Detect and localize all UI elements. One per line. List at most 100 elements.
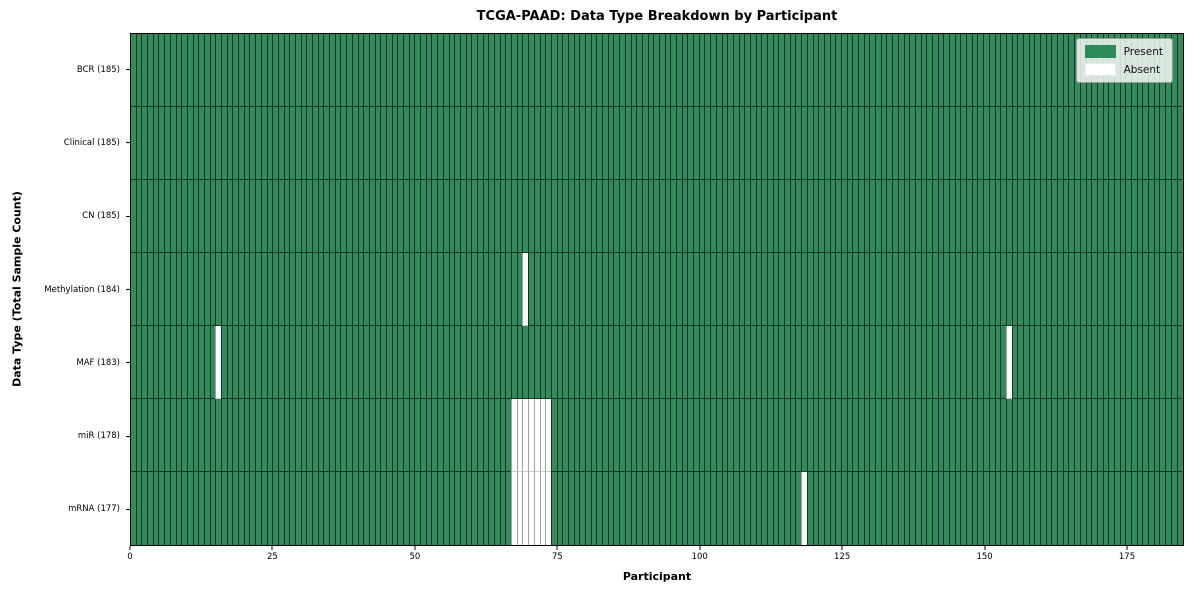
matrix-cell (732, 34, 739, 107)
matrix-cell (1108, 326, 1114, 399)
matrix-cell (909, 253, 915, 326)
matrix-cell (1131, 180, 1137, 253)
matrix-cell (1165, 472, 1171, 545)
matrix-cell (471, 472, 477, 545)
matrix-cell (499, 107, 506, 180)
matrix-cell (380, 399, 386, 472)
matrix-cell (971, 472, 978, 545)
matrix-cell (1045, 326, 1052, 399)
matrix-cell (846, 34, 853, 107)
matrix-cell (607, 399, 614, 472)
matrix-cell (1102, 399, 1109, 472)
matrix-cell (704, 472, 711, 545)
legend: Present Absent (1075, 38, 1173, 83)
matrix-cell (914, 253, 921, 326)
matrix-cell (221, 107, 227, 180)
matrix-cell (1091, 180, 1097, 253)
matrix-cell (346, 472, 352, 545)
matrix-cell (897, 472, 904, 545)
matrix-cell (476, 472, 483, 545)
matrix-cell (334, 34, 341, 107)
matrix-cell (329, 34, 335, 107)
matrix-cell (613, 472, 620, 545)
matrix-cell (351, 472, 358, 545)
matrix-cell (829, 399, 836, 472)
matrix-cell (1079, 472, 1086, 545)
matrix-cell (437, 326, 443, 399)
matrix-cell (1057, 472, 1063, 545)
matrix-cell (232, 399, 239, 472)
matrix-cell (351, 180, 358, 253)
matrix-cell (823, 107, 830, 180)
matrix-cell (846, 472, 853, 545)
matrix-cell (499, 326, 506, 399)
matrix-cell (852, 180, 858, 253)
matrix-cell (852, 34, 858, 107)
matrix-cell (840, 107, 847, 180)
matrix-cell (1136, 326, 1143, 399)
matrix-cell (374, 34, 381, 107)
matrix-cell (613, 253, 620, 326)
matrix-cell (886, 34, 893, 107)
matrix-cell (482, 253, 489, 326)
matrix-cell (1102, 253, 1109, 326)
matrix-cell (131, 180, 136, 253)
matrix-cell (863, 180, 870, 253)
matrix-cell (767, 472, 773, 545)
matrix-cell (294, 399, 301, 472)
matrix-cell (454, 253, 460, 326)
matrix-cell (403, 34, 409, 107)
matrix-cell (806, 107, 813, 180)
matrix-cell (152, 326, 159, 399)
matrix-cell (835, 253, 841, 326)
matrix-cell (516, 253, 523, 326)
matrix-cell (533, 472, 540, 545)
x-tick-label-75: 75 (551, 552, 563, 562)
matrix-cell (255, 180, 261, 253)
matrix-cell (164, 399, 170, 472)
matrix-cell (192, 107, 199, 180)
matrix-cell (1085, 107, 1092, 180)
matrix-cell (260, 180, 267, 253)
matrix-cell (1000, 253, 1006, 326)
matrix-cell (317, 326, 324, 399)
matrix-cell (630, 180, 637, 253)
matrix-cell (909, 472, 915, 545)
matrix-cell (653, 472, 659, 545)
matrix-cell (317, 107, 324, 180)
matrix-cell (988, 399, 995, 472)
x-axis-ticks: 0 25 50 75 100 125 150 175 (127, 546, 1184, 568)
matrix-cell (420, 253, 426, 326)
matrix-cell (1113, 253, 1120, 326)
matrix-cell (954, 180, 961, 253)
matrix-cell (312, 34, 318, 107)
matrix-cell (755, 34, 762, 107)
matrix-cell (494, 326, 500, 399)
matrix-cell (914, 34, 921, 107)
matrix-cell (647, 326, 654, 399)
matrix-cell (1005, 253, 1012, 326)
matrix-cell (403, 253, 409, 326)
matrix-cell (203, 472, 210, 545)
matrix-cell (994, 472, 1001, 545)
matrix-cell (312, 253, 318, 326)
matrix-cell (238, 472, 244, 545)
matrix-cell (784, 472, 790, 545)
matrix-cell (988, 34, 995, 107)
matrix-cell (613, 326, 620, 399)
matrix-cell (801, 34, 807, 107)
matrix-cell (715, 253, 722, 326)
matrix-cell (852, 399, 858, 472)
matrix-cell (886, 399, 893, 472)
matrix-cell (152, 399, 159, 472)
matrix-cell (414, 180, 421, 253)
matrix-cell (169, 107, 176, 180)
matrix-cell (829, 180, 836, 253)
matrix-cell (238, 399, 244, 472)
matrix-cell (590, 107, 597, 180)
matrix-cell (397, 472, 403, 545)
matrix-cell (590, 472, 597, 545)
matrix-cell (323, 253, 330, 326)
matrix-cell (875, 180, 881, 253)
matrix-cell (749, 399, 756, 472)
